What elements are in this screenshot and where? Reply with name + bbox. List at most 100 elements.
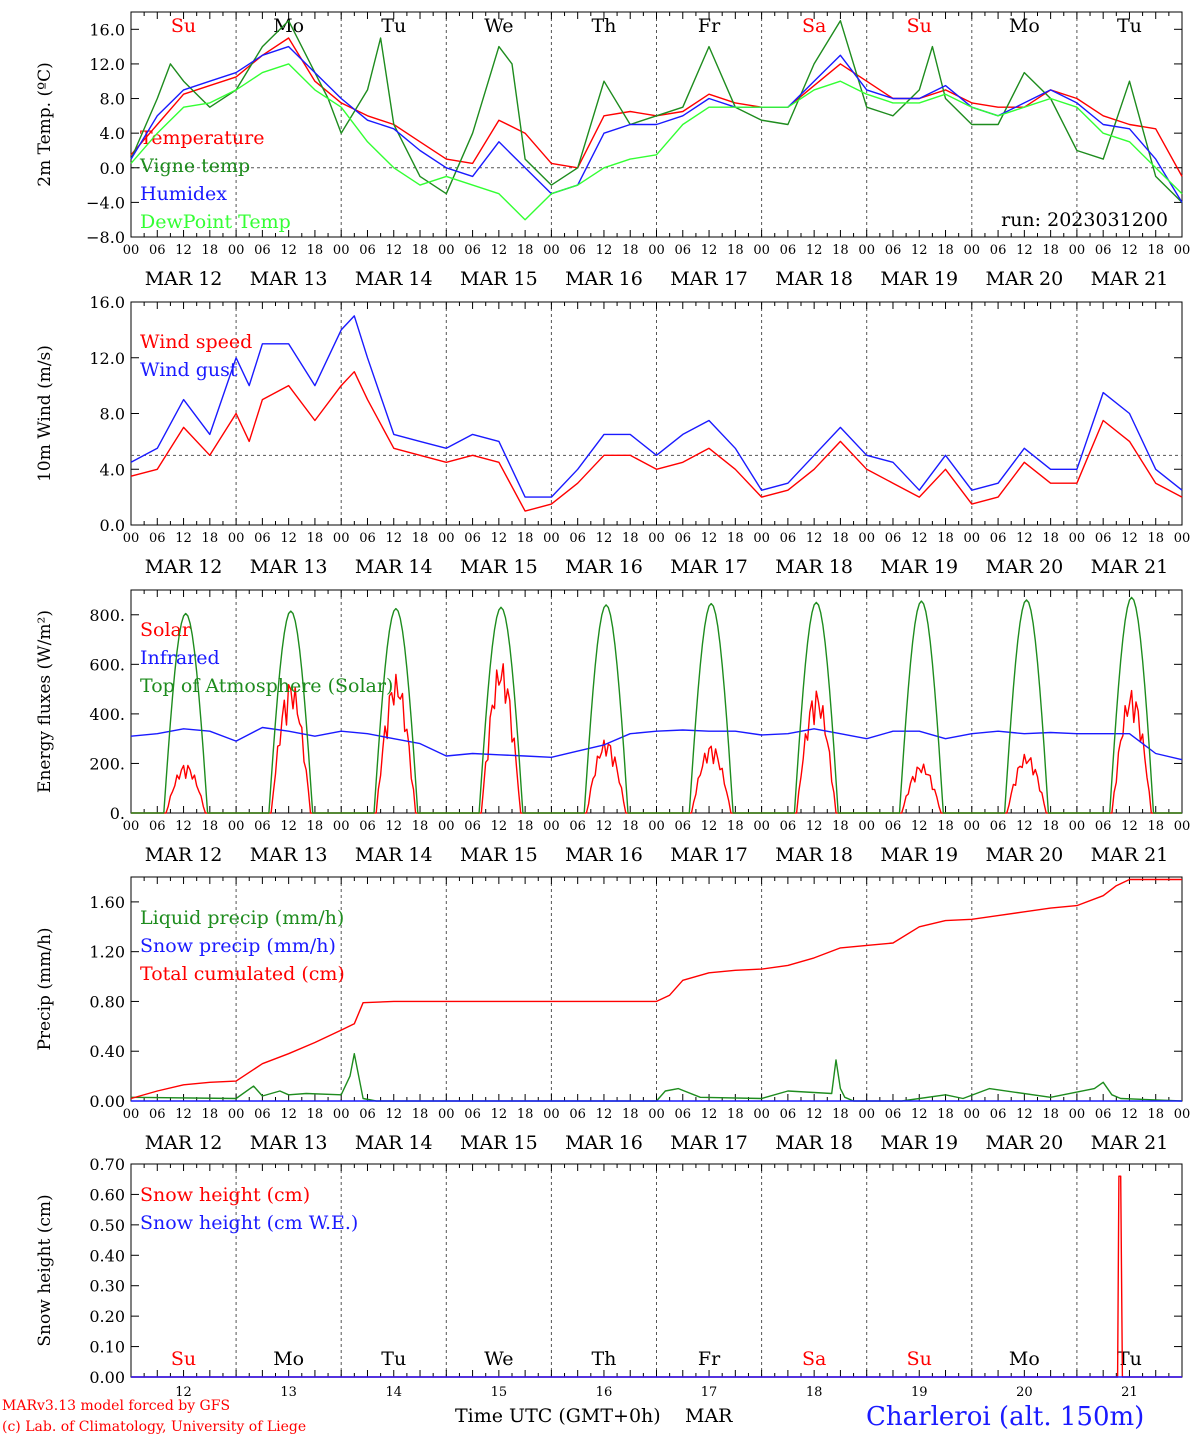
y-tick-label: 0. (110, 804, 125, 823)
hour-tick-label: 18 (517, 819, 534, 834)
y-tick-label: 0.30 (89, 1277, 125, 1296)
y-tick-label: 0.00 (89, 1092, 125, 1111)
series-line-humidex (130, 45, 1183, 203)
hour-tick-label: 00 (1069, 531, 1086, 546)
hour-tick-label: 06 (254, 1107, 271, 1122)
hour-tick-label: 00 (648, 531, 665, 546)
day-name-label: Su (171, 1348, 196, 1370)
hour-tick-label: 06 (569, 819, 586, 834)
hour-tick-label: 18 (307, 1107, 324, 1122)
hour-tick-label: 06 (359, 531, 376, 546)
hour-tick-label: 00 (228, 819, 245, 834)
y-tick-label: 0.50 (89, 1216, 125, 1235)
hour-tick-label: 12 (596, 819, 613, 834)
y-tick-label: −8.0 (86, 228, 125, 247)
hour-tick-label: 00 (438, 243, 455, 258)
hour-tick-label: 00 (1174, 1107, 1191, 1122)
hour-tick-label: 00 (123, 243, 140, 258)
y-tick-label: 12.0 (89, 349, 125, 368)
y-tick-label: −4.0 (86, 193, 125, 212)
y-tick-label: 0.0 (100, 159, 125, 178)
panel-2-frame (130, 301, 1183, 526)
date-label: MAR 18 (775, 268, 853, 290)
hour-tick-label: 18 (832, 1107, 849, 1122)
legend-entry: Wind gust (140, 359, 238, 381)
hour-tick-label: 00 (543, 243, 560, 258)
hour-tick-label: 06 (254, 531, 271, 546)
hour-tick-label: 18 (202, 819, 219, 834)
hour-tick-label: 18 (202, 1107, 219, 1122)
hour-tick-label: 00 (648, 1107, 665, 1122)
legend-entry: Snow height (cm) (140, 1184, 310, 1206)
date-label: MAR 12 (145, 1132, 223, 1154)
y-axis-title: Snow height (cm) (35, 1194, 55, 1346)
hour-tick-label: 00 (543, 531, 560, 546)
hour-tick-label: 00 (543, 1107, 560, 1122)
y-axis-title: Energy fluxes (W/m²) (35, 610, 55, 793)
hour-tick-label: 06 (675, 531, 692, 546)
date-label: MAR 21 (1091, 556, 1169, 578)
hour-tick-label: 18 (517, 1107, 534, 1122)
hour-tick-label: 18 (622, 531, 639, 546)
date-label: MAR 20 (985, 1132, 1063, 1154)
y-tick-label: 12.0 (89, 55, 125, 74)
hour-tick-label: 06 (885, 531, 902, 546)
y-tick-label: 0.70 (89, 1155, 125, 1174)
hour-tick-label: 06 (675, 819, 692, 834)
legend-entry: Liquid precip (mm/h) (140, 907, 344, 929)
hour-tick-label: 00 (438, 531, 455, 546)
hour-tick-label: 12 (701, 531, 718, 546)
date-label: MAR 12 (145, 556, 223, 578)
hour-tick-label: 06 (569, 1107, 586, 1122)
day-name-label: We (484, 15, 513, 37)
series-line-total-cumulated-cm- (130, 878, 1182, 1100)
date-label: MAR 18 (775, 1132, 853, 1154)
hour-tick-label: 00 (753, 243, 770, 258)
hour-tick-label: 12 (280, 819, 297, 834)
hour-tick-label: 12 (385, 531, 402, 546)
hour-tick-label: 12 (911, 243, 928, 258)
hour-tick-label: 18 (1042, 819, 1059, 834)
date-label: MAR 12 (145, 268, 223, 290)
date-label: MAR 13 (250, 556, 328, 578)
hour-tick-label: 12 (806, 819, 823, 834)
y-tick-label: 0.80 (89, 992, 125, 1011)
hour-tick-label: 00 (123, 531, 140, 546)
y-tick-label: 4.0 (100, 460, 125, 479)
day-name-label: Tu (1117, 1348, 1142, 1370)
date-label: MAR 15 (460, 844, 538, 866)
date-label: MAR 14 (355, 556, 433, 578)
hour-tick-label: 18 (1042, 1107, 1059, 1122)
hour-tick-label: 06 (885, 243, 902, 258)
hour-tick-label: 12 (806, 1107, 823, 1122)
hour-tick-label: 06 (359, 243, 376, 258)
hour-tick-label: 00 (333, 531, 350, 546)
legend-entry: Wind speed (140, 331, 252, 353)
day-number-label: 15 (491, 1385, 508, 1400)
hour-tick-label: 18 (622, 819, 639, 834)
hour-tick-label: 12 (701, 243, 718, 258)
legend-entry: Snow precip (mm/h) (140, 935, 336, 957)
hour-tick-label: 06 (780, 531, 797, 546)
hour-tick-label: 06 (149, 531, 166, 546)
date-label: MAR 16 (565, 268, 643, 290)
hour-tick-label: 00 (964, 1107, 981, 1122)
hour-tick-label: 00 (753, 819, 770, 834)
day-name-label: Tu (381, 15, 406, 37)
date-label: MAR 19 (880, 844, 958, 866)
series-line-liquid-precip-mm-h- (130, 1052, 1183, 1102)
date-label: MAR 15 (460, 1132, 538, 1154)
y-tick-label: 4.0 (100, 124, 125, 143)
hour-tick-label: 00 (1069, 243, 1086, 258)
day-number-label: 14 (385, 1385, 402, 1400)
date-label: MAR 12 (145, 844, 223, 866)
hour-tick-label: 06 (780, 1107, 797, 1122)
date-label: MAR 19 (880, 268, 958, 290)
hour-tick-label: 06 (780, 243, 797, 258)
hour-tick-label: 12 (1121, 819, 1138, 834)
hour-tick-label: 06 (569, 243, 586, 258)
hour-tick-label: 18 (727, 243, 744, 258)
y-axis-title: Precip (mm/h) (35, 927, 55, 1050)
hour-tick-label: 00 (333, 1107, 350, 1122)
